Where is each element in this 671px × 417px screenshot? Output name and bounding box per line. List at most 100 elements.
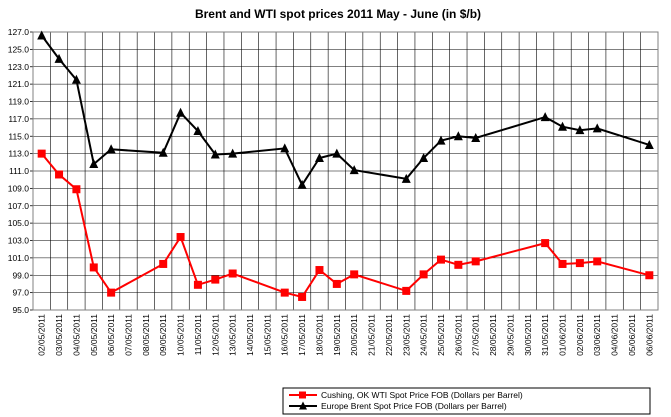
x-tick-label: 06/05/2011 bbox=[106, 314, 116, 356]
x-tick-label: 10/05/2011 bbox=[176, 314, 186, 356]
data-point-brent bbox=[228, 148, 238, 158]
x-tick-label: 15/05/2011 bbox=[262, 314, 272, 356]
data-point-wti bbox=[193, 280, 202, 289]
y-tick-label: 109.0 bbox=[8, 183, 30, 193]
legend-marker-triangle bbox=[299, 401, 307, 410]
data-point-brent bbox=[471, 132, 481, 142]
plot-area: 95.0 97.0 99.0 101.0 103.0 105.0 107.0 109.0 111… bbox=[8, 27, 659, 356]
x-tick-label: 08/05/2011 bbox=[141, 314, 151, 356]
y-tick-label: 113.0 bbox=[8, 149, 29, 159]
x-tick-label: 25/05/2011 bbox=[436, 314, 446, 356]
data-point-wti bbox=[72, 185, 81, 194]
plot-frame bbox=[32, 31, 659, 311]
x-tick-label: 05/05/2011 bbox=[89, 314, 99, 356]
data-point-brent bbox=[280, 143, 290, 153]
x-tick-label: 30/05/2011 bbox=[523, 314, 533, 356]
data-point-wti bbox=[298, 292, 307, 301]
data-point-wti bbox=[176, 233, 185, 242]
x-tick-label: 04/05/2011 bbox=[71, 314, 81, 356]
x-tick-label: 05/06/2011 bbox=[627, 314, 637, 356]
data-point-wti bbox=[593, 257, 602, 266]
data-point-brent bbox=[558, 121, 568, 131]
x-tick-label: 27/05/2011 bbox=[471, 314, 481, 356]
data-point-wti bbox=[55, 170, 64, 179]
data-point-brent bbox=[297, 179, 307, 189]
x-tick-label: 20/05/2011 bbox=[349, 314, 359, 356]
data-point-brent bbox=[419, 152, 429, 162]
data-point-brent bbox=[158, 147, 168, 157]
data-point-wti bbox=[37, 149, 46, 158]
x-tick-label: 13/05/2011 bbox=[228, 314, 238, 356]
data-point-wti bbox=[558, 259, 567, 268]
data-point-wti bbox=[575, 259, 584, 268]
data-point-brent bbox=[592, 123, 602, 133]
data-point-wti bbox=[315, 266, 324, 275]
legend-marker-square bbox=[299, 391, 306, 399]
x-tick-label: 04/06/2011 bbox=[610, 314, 620, 356]
data-point-wti bbox=[350, 270, 359, 279]
data-point-brent bbox=[37, 30, 47, 40]
x-tick-label: 02/05/2011 bbox=[37, 314, 47, 356]
data-point-wti bbox=[436, 255, 445, 264]
data-point-wti bbox=[419, 270, 428, 279]
x-tick-label: 29/05/2011 bbox=[505, 314, 515, 356]
x-tick-label: 26/05/2011 bbox=[453, 314, 463, 356]
data-point-wti bbox=[402, 286, 411, 295]
x-tick-label: 19/05/2011 bbox=[332, 314, 342, 356]
data-point-brent bbox=[575, 125, 585, 135]
y-tick-label: 99.0 bbox=[12, 270, 29, 280]
legend-label: Europe Brent Spot Price FOB (Dollars per… bbox=[321, 401, 507, 411]
x-tick-label: 01/06/2011 bbox=[558, 314, 568, 356]
y-tick-label: 103.0 bbox=[8, 236, 30, 246]
x-tick-label: 09/05/2011 bbox=[158, 314, 168, 356]
data-point-brent bbox=[644, 139, 654, 149]
y-tick-label: 125.0 bbox=[8, 44, 30, 54]
x-tick-label: 02/06/2011 bbox=[575, 314, 585, 356]
legend-box bbox=[282, 387, 651, 415]
x-tick-label: 21/05/2011 bbox=[367, 314, 377, 356]
data-point-brent bbox=[89, 159, 99, 169]
data-point-brent bbox=[401, 173, 411, 183]
y-tick-label: 121.0 bbox=[8, 79, 30, 89]
data-point-wti bbox=[211, 275, 220, 284]
y-tick-label: 95.0 bbox=[12, 305, 29, 315]
data-point-wti bbox=[89, 263, 98, 272]
y-tick-label: 117.0 bbox=[8, 114, 29, 124]
data-point-wti bbox=[228, 269, 237, 278]
data-point-brent bbox=[436, 135, 446, 145]
y-tick-label: 115.0 bbox=[8, 131, 29, 141]
data-point-brent bbox=[332, 148, 342, 158]
y-tick-label: 119.0 bbox=[8, 97, 29, 107]
x-tick-label: 24/05/2011 bbox=[419, 314, 429, 356]
y-tick-label: 123.0 bbox=[8, 62, 30, 72]
data-point-brent bbox=[453, 131, 463, 141]
y-tick-label: 105.0 bbox=[8, 218, 30, 228]
x-tick-label: 07/05/2011 bbox=[123, 314, 133, 356]
data-point-wti bbox=[159, 259, 168, 268]
data-point-brent bbox=[314, 152, 324, 162]
chart-title: Brent and WTI spot prices 2011 May - Jun… bbox=[195, 7, 481, 21]
x-tick-label: 31/05/2011 bbox=[540, 314, 550, 356]
x-tick-label: 16/05/2011 bbox=[280, 314, 290, 356]
x-tick-label: 28/05/2011 bbox=[488, 314, 498, 356]
data-point-brent bbox=[176, 107, 186, 117]
x-tick-label: 17/05/2011 bbox=[297, 314, 307, 356]
x-tick-label: 22/05/2011 bbox=[384, 314, 394, 356]
data-point-wti bbox=[471, 257, 480, 266]
legend: Cushing, OK WTI Spot Price FOB (Dollars … bbox=[282, 387, 651, 415]
data-point-wti bbox=[645, 271, 654, 280]
x-tick-label: 18/05/2011 bbox=[314, 314, 324, 356]
x-tick-label: 06/06/2011 bbox=[644, 314, 654, 356]
y-tick-label: 127.0 bbox=[8, 27, 30, 37]
data-point-brent bbox=[54, 53, 64, 63]
data-point-wti bbox=[541, 239, 550, 248]
x-tick-label: 11/05/2011 bbox=[193, 314, 203, 356]
y-tick-label: 107.0 bbox=[8, 201, 30, 211]
data-point-wti bbox=[332, 279, 341, 288]
data-point-wti bbox=[107, 288, 116, 297]
data-point-brent bbox=[210, 149, 220, 159]
y-tick-label: 111.0 bbox=[9, 166, 29, 176]
